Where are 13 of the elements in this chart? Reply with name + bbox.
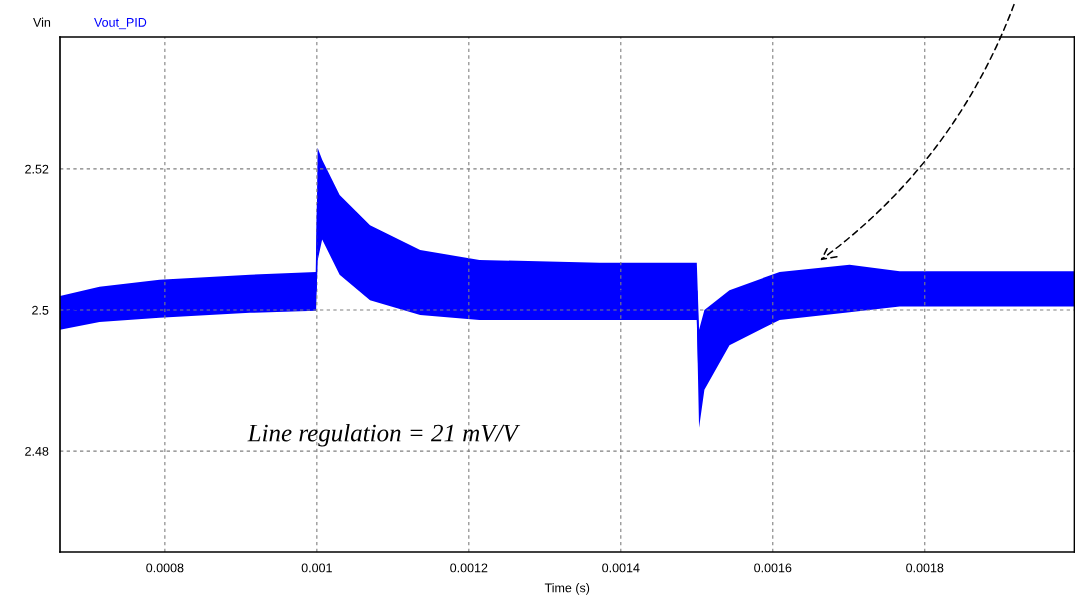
x-tick-label: 0.0016 bbox=[754, 563, 792, 573]
y-tick-label: 2.52 bbox=[25, 164, 49, 174]
x-tick-label: 0.0018 bbox=[906, 563, 944, 573]
x-tick-label: 0.001 bbox=[301, 563, 332, 573]
y-tick-label: 2.5 bbox=[32, 305, 49, 315]
text: Vout_PID bbox=[94, 18, 147, 30]
annotation: Line regulation = 21 mV/V bbox=[247, 423, 521, 447]
x-tick-label: 0.0008 bbox=[146, 563, 184, 573]
x-tick-label: 0.0012 bbox=[450, 563, 488, 573]
y-tick-label: 2.48 bbox=[25, 446, 49, 456]
x-tick-label: 0.0014 bbox=[602, 563, 640, 573]
x-axis-title: Time (s) bbox=[544, 583, 590, 595]
legend-label: Vin bbox=[33, 17, 51, 27]
